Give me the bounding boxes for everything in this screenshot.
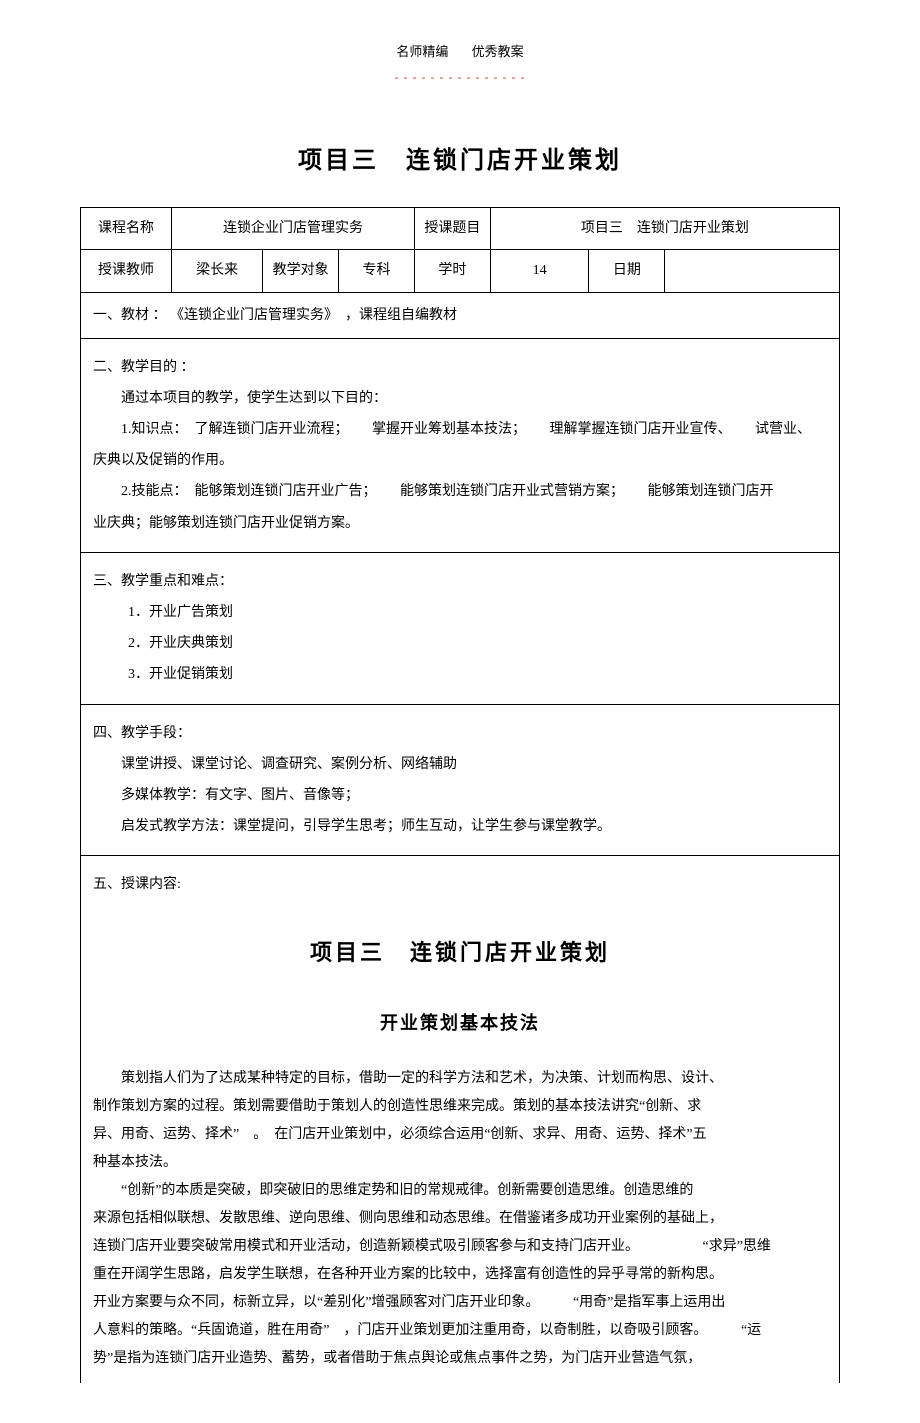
section5-heading: 五、授课内容: [93,872,827,897]
topic-value: 项目三 连锁门店开业策划 [490,208,839,250]
section4-line2: 多媒体教学：有文字、图片、音像等； [93,783,827,808]
section3-item3: 3．开业促销策划 [93,662,827,687]
section-keypoints: 三、教学重点和难点： 1．开业广告策划 2．开业庆典策划 3．开业促销策划 [80,553,840,705]
topic-label: 授课题目 [414,208,490,250]
date-value [665,250,840,292]
page-title: 项目三 连锁门店开业策划 [80,139,840,182]
section2-skill: 2.技能点： 能够策划连锁门店开业广告； 能够策划连锁门店开业式营销方案； 能够… [93,479,827,504]
section-methods: 四、教学手段： 课堂讲授、课堂讨论、调查研究、案例分析、网络辅助 多媒体教学：有… [80,705,840,857]
para1-line4: 种基本技法。 [93,1149,827,1177]
teacher-label: 授课教师 [81,250,172,292]
para1-line2: 制作策划方案的过程。策划需要借助于策划人的创造性思维来完成。策划的基本技法讲究“… [93,1093,827,1121]
section-content: 五、授课内容: 项目三 连锁门店开业策划 开业策划基本技法 策划指人们为了达成某… [80,856,840,1382]
para1-line1: 策划指人们为了达成某种特定的目标，借助一定的科学方法和艺术，为决策、计划而构思、… [93,1065,827,1093]
para2-line3: 连锁门店开业要突破常用模式和开业活动，创造新颖模式吸引顾客参与和支持门店开业。 … [93,1233,827,1261]
header-left: 名师精编 [396,44,448,59]
para2-line2: 来源包括相似联想、发散思维、逆向思维、侧向思维和动态思维。在借鉴诸多成功开业案例… [93,1205,827,1233]
section1-heading: 一、教材 ： [93,308,167,323]
table-row: 课程名称 连锁企业门店管理实务 授课题目 项目三 连锁门店开业策划 [81,208,840,250]
section-textbook: 一、教材 ： 《连锁企业门店管理实务》 ，课程组自编教材 [80,293,840,339]
section4-heading: 四、教学手段： [93,721,827,746]
info-table: 课程名称 连锁企业门店管理实务 授课题目 项目三 连锁门店开业策划 授课教师 梁… [80,207,840,292]
content-subtitle: 开业策划基本技法 [93,1007,827,1039]
para2-line6: 人意料的策略。“兵固诡道，胜在用奇” ，门店开业策划更加注重用奇，以奇制胜，以奇… [93,1317,827,1345]
content-title: 项目三 连锁门店开业策划 [93,933,827,973]
section2-skill-cont: 业庆典；能够策划连锁门店开业促销方案。 [93,511,827,536]
para2-line1: “创新”的本质是突破，即突破旧的思维定势和旧的常规戒律。创新需要创造思维。创造思… [93,1177,827,1205]
section2-heading: 二、教学目的 ： [93,355,827,380]
table-row: 授课教师 梁长来 教学对象 专科 学时 14 日期 [81,250,840,292]
section-objectives: 二、教学目的 ： 通过本项目的教学，使学生达到以下目的： 1.知识点： 了解连锁… [80,339,840,553]
para1-line3: 异、用奇、运势、择术” 。 在门店开业策划中，必须综合运用“创新、求异、用奇、运… [93,1121,827,1149]
section2-intro: 通过本项目的教学，使学生达到以下目的： [93,386,827,411]
target-label: 教学对象 [263,250,339,292]
target-value: 专科 [339,250,415,292]
section2-knowledge-cont: 庆典以及促销的作用。 [93,448,827,473]
date-label: 日期 [589,250,665,292]
section2-knowledge: 1.知识点： 了解连锁门店开业流程； 掌握开业筹划基本技法； 理解掌握连锁门店开… [93,417,827,442]
content-body: 策划指人们为了达成某种特定的目标，借助一定的科学方法和艺术，为决策、计划而构思、… [93,1065,827,1373]
header-dashes: - - - - - - - - - - - - - - - [80,67,840,89]
course-label: 课程名称 [81,208,172,250]
hours-value: 14 [490,250,589,292]
course-value: 连锁企业门店管理实务 [172,208,415,250]
para2-line4: 重在开阔学生思路，启发学生联想，在各种开业方案的比较中，选择富有创造性的异乎寻常… [93,1261,827,1289]
hours-label: 学时 [414,250,490,292]
para2-line7: 势”是指为连锁门店开业造势、蓄势，或者借助于焦点舆论或焦点事件之势，为门店开业营… [93,1345,827,1373]
section4-line3: 启发式教学方法：课堂提问，引导学生思考；师生互动，让学生参与课堂教学。 [93,814,827,839]
section1-text: 《连锁企业门店管理实务》 ，课程组自编教材 [170,308,457,323]
teacher-value: 梁长来 [172,250,263,292]
header-right: 优秀教案 [472,44,524,59]
section3-item1: 1．开业广告策划 [93,600,827,625]
section3-item2: 2．开业庆典策划 [93,631,827,656]
section3-heading: 三、教学重点和难点： [93,569,827,594]
header-note: 名师精编 优秀教案 [80,40,840,63]
section4-line1: 课堂讲授、课堂讨论、调查研究、案例分析、网络辅助 [93,752,827,777]
